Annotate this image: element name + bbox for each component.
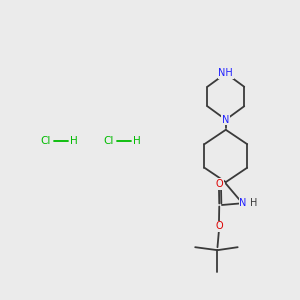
Text: N: N	[222, 115, 230, 125]
Text: H: H	[250, 198, 257, 208]
Text: H: H	[133, 136, 140, 146]
Text: O: O	[215, 179, 223, 189]
Text: H: H	[70, 136, 78, 146]
Text: Cl: Cl	[41, 136, 51, 146]
Text: N: N	[239, 199, 247, 208]
Text: NH: NH	[218, 68, 233, 78]
Text: Cl: Cl	[103, 136, 114, 146]
Text: O: O	[215, 221, 223, 231]
